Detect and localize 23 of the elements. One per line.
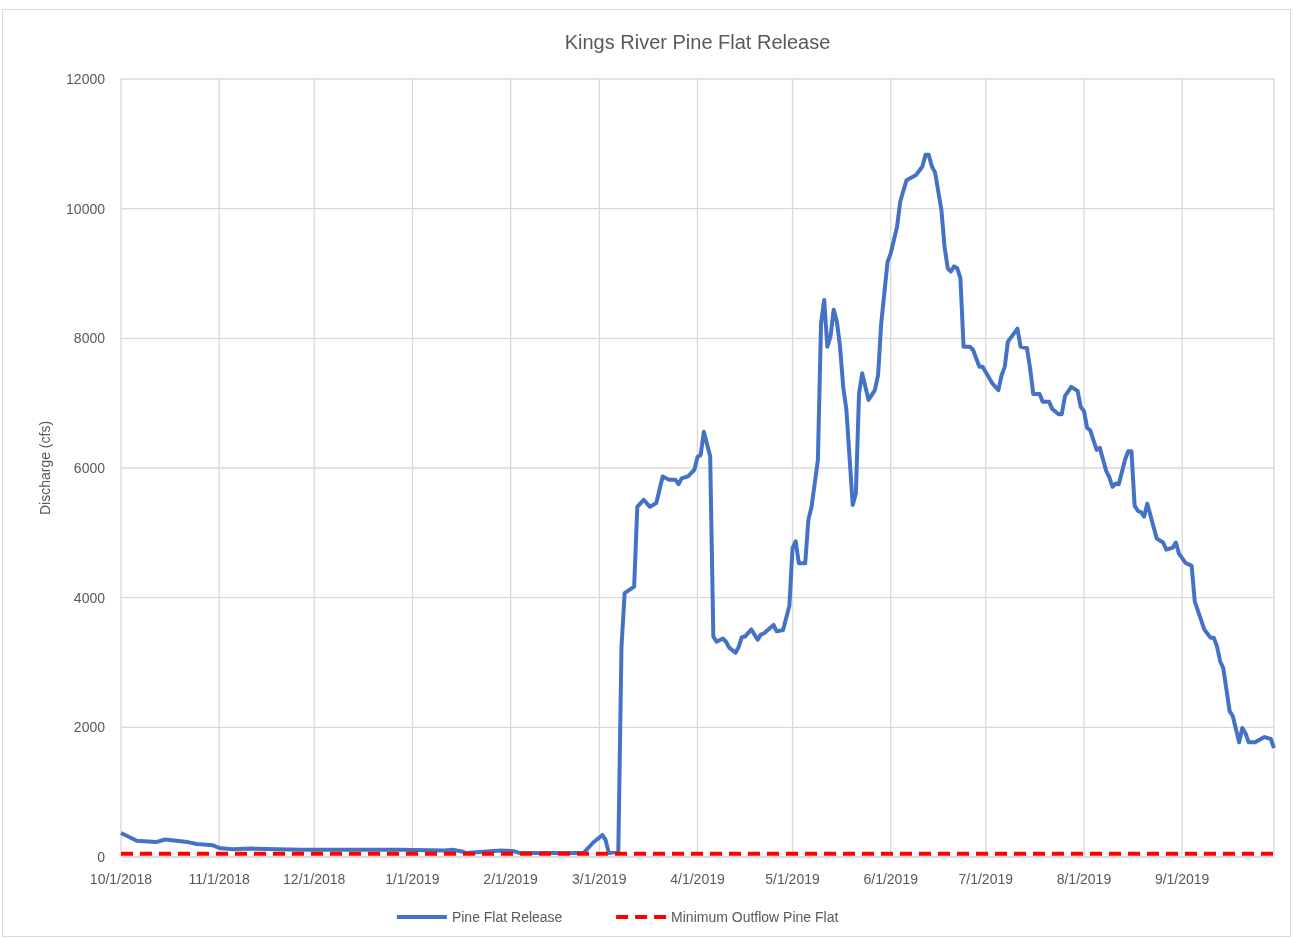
y-tick-label: 4000 — [73, 589, 106, 606]
chart-title: Kings River Pine Flat Release — [564, 31, 831, 53]
x-tick-label: 11/1/2018 — [188, 871, 251, 887]
x-tick-label: 4/1/2019 — [670, 871, 725, 887]
x-tick-label: 10/1/2018 — [89, 871, 153, 887]
x-tick-label: 5/1/2019 — [765, 871, 820, 887]
legend-label: Pine Flat Release — [451, 908, 563, 925]
y-tick-label: 2000 — [73, 719, 106, 736]
x-tick-label: 12/1/2018 — [283, 871, 346, 887]
x-tick-label: 7/1/2019 — [958, 871, 1014, 887]
x-tick-label: 8/1/2019 — [1056, 871, 1112, 887]
x-tick-label: 2/1/2019 — [483, 871, 539, 887]
x-tick-label: 6/1/2019 — [863, 871, 919, 887]
y-tick-label: 10000 — [66, 200, 106, 217]
y-tick-label: 6000 — [73, 459, 106, 476]
x-tick-label: 1/1/2019 — [385, 871, 440, 887]
y-tick-label: 8000 — [73, 330, 106, 347]
legend-label: Minimum Outflow Pine Flat — [671, 908, 839, 925]
y-tick-label: 0 — [97, 848, 106, 865]
y-tick-label: 12000 — [66, 70, 106, 87]
x-tick-label: 3/1/2019 — [572, 871, 627, 887]
y-axis-title: Discharge (cfs) — [37, 420, 53, 516]
x-tick-label: 9/1/2019 — [1154, 871, 1210, 887]
